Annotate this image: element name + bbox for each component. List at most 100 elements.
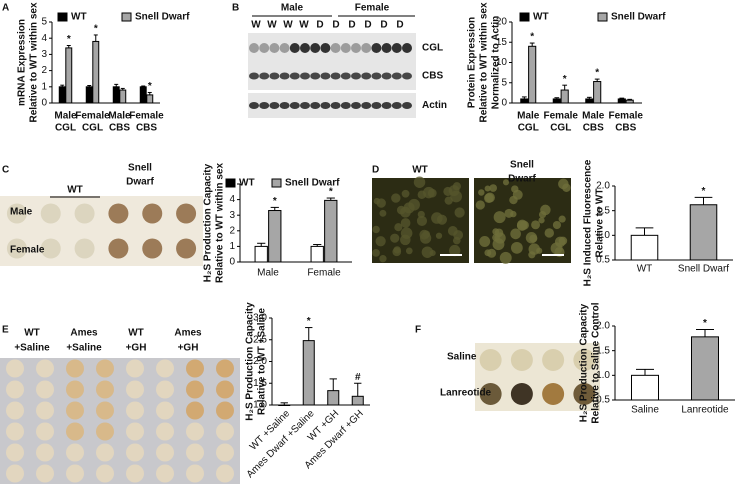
well [573, 349, 596, 371]
well [126, 380, 144, 399]
significance-mark: # [355, 372, 361, 383]
plate-label: +Saline [66, 343, 102, 354]
bar [630, 234, 659, 261]
cell [487, 248, 497, 258]
bar [65, 47, 73, 104]
well [96, 443, 114, 462]
y-tick-label: 4 [41, 33, 47, 44]
x-tick-label: CBS [615, 123, 636, 134]
blot-band [279, 43, 290, 53]
y-tick-label: 3 [41, 49, 47, 60]
well [36, 380, 54, 399]
band-label: CBS [422, 71, 443, 82]
well [6, 422, 24, 441]
blot-band [402, 72, 412, 80]
cell [540, 204, 551, 216]
y-tick-label: 3 [229, 210, 235, 221]
cell [525, 232, 538, 244]
blot-band [371, 72, 382, 80]
blot-band [330, 43, 341, 53]
well [6, 203, 27, 224]
well [156, 422, 174, 441]
blot-band [279, 102, 290, 109]
blot-band [330, 102, 341, 109]
blot-band [391, 102, 402, 109]
well [126, 359, 144, 378]
y-tick-label: 0 [501, 98, 507, 109]
y-tick-label: 0 [229, 257, 235, 268]
well [186, 401, 204, 420]
well [186, 380, 204, 399]
y-tick-label: 1.0 [596, 370, 610, 381]
cell [475, 200, 485, 210]
bar [112, 86, 120, 104]
x-tick-label: Female [544, 111, 579, 122]
blot-band [381, 43, 392, 53]
cell [478, 189, 485, 196]
blot-band [300, 102, 310, 109]
cell [379, 209, 387, 217]
well [74, 203, 95, 224]
bar [520, 98, 529, 104]
blot-band [300, 43, 310, 53]
x-tick-label: Saline [631, 405, 659, 416]
cell [393, 246, 401, 254]
well [96, 422, 114, 441]
legend-label: WT [71, 12, 87, 23]
blot-band [249, 43, 259, 53]
well [216, 401, 234, 420]
well [176, 203, 197, 224]
significance-mark: * [563, 74, 567, 85]
cell [375, 236, 386, 247]
well [66, 359, 84, 378]
cell [391, 193, 401, 203]
well [6, 443, 24, 462]
x-tick-label: Male [108, 111, 131, 122]
well [510, 349, 533, 371]
well [126, 422, 144, 441]
y-axis-label: H₂S Production Capacity [579, 303, 590, 422]
well [126, 401, 144, 420]
x-tick-label: CGL [550, 123, 571, 134]
blot-band [391, 72, 402, 80]
y-axis-label: Relative to WT within sex [29, 2, 40, 122]
cell [373, 197, 381, 205]
blot-band [320, 43, 331, 53]
bar [585, 98, 594, 104]
well [156, 380, 174, 399]
cell [479, 236, 491, 247]
blot-band [371, 43, 382, 53]
cell [499, 251, 512, 264]
plate-label: Lanreotide [440, 388, 492, 399]
cell [413, 176, 426, 188]
cell [494, 228, 504, 238]
blot-band [320, 102, 331, 109]
y-tick-label: 1.5 [596, 205, 610, 216]
cell [423, 186, 435, 199]
y-tick-label: 1.0 [253, 400, 267, 411]
y-tick-label: 2.0 [596, 321, 610, 332]
cell [429, 249, 436, 257]
y-tick-label: 1.5 [596, 345, 610, 356]
well [66, 380, 84, 399]
blot-band [249, 72, 259, 80]
y-tick-label: 3.0 [253, 313, 267, 324]
plate [0, 196, 203, 266]
lane-label: W [299, 20, 309, 31]
well [216, 464, 234, 483]
x-tick-label: Snell Dwarf [678, 264, 729, 275]
significance-mark: * [307, 316, 311, 327]
blot-band [371, 102, 382, 109]
cell [450, 190, 463, 203]
plate-label: WT [128, 328, 144, 339]
well [40, 203, 61, 224]
cell [416, 215, 428, 226]
legend-swatch [519, 12, 530, 22]
legend-label: Snell Dwarf [135, 12, 190, 23]
cell [492, 238, 505, 251]
y-axis-label: Relative to WT +Saline [257, 308, 268, 415]
cell [372, 249, 380, 257]
cell [394, 223, 403, 232]
bar [617, 98, 626, 104]
